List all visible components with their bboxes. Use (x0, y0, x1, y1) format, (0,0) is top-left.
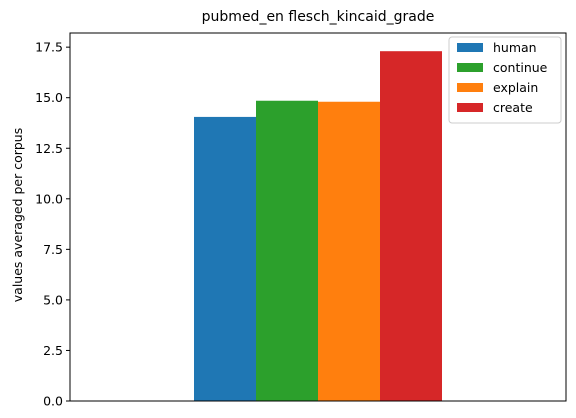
y-axis-label: values averaged per corpus (10, 128, 25, 302)
legend-swatch-create (457, 103, 483, 112)
bars-group (194, 51, 442, 402)
bar-continue (256, 100, 318, 401)
bar-explain (318, 101, 380, 401)
y-tick-label: 17.5 (35, 40, 63, 55)
bar-human (194, 116, 256, 402)
legend-swatch-explain (457, 83, 483, 92)
plot-frame (69, 32, 567, 402)
bar-create (380, 51, 442, 401)
legend-label-human: human (493, 40, 537, 55)
y-tick-label: 2.5 (43, 343, 63, 358)
y-tick-label: 5.0 (43, 292, 63, 307)
y-tick-label: 10.0 (35, 191, 63, 206)
chart-title: pubmed_en flesch_kincaid_grade (202, 9, 435, 25)
y-tick-label: 7.5 (43, 242, 63, 257)
legend-label-create: create (493, 100, 533, 115)
legend-label-explain: explain (493, 80, 538, 95)
y-tick-label: 0.0 (43, 394, 63, 409)
legend-box (448, 36, 562, 124)
legend-swatch-human (457, 43, 483, 52)
legend-label-continue: continue (493, 60, 548, 75)
y-ticks-group: 0.0 2.5 5.0 7.5 10.0 12.5 15.0 17.5 (35, 40, 70, 409)
y-tick-label: 15.0 (35, 90, 63, 105)
legend: human continue explain create (448, 36, 562, 124)
y-tick-label: 12.5 (35, 141, 63, 156)
legend-swatch-continue (457, 63, 483, 72)
